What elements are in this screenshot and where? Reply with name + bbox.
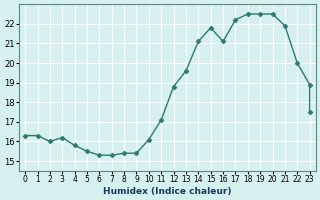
X-axis label: Humidex (Indice chaleur): Humidex (Indice chaleur) xyxy=(103,187,232,196)
